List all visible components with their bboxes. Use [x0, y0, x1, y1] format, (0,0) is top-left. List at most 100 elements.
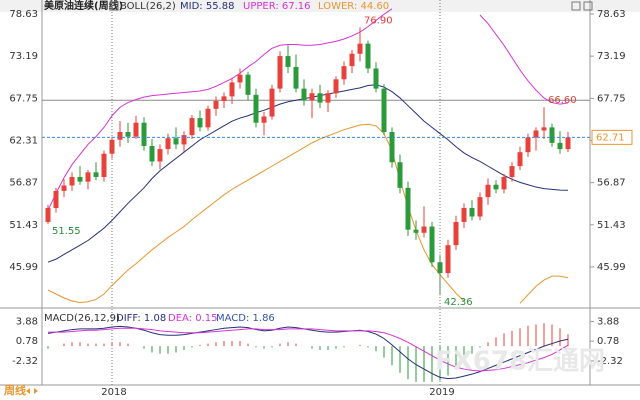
y-tick-label-right: 45.99: [597, 262, 626, 273]
candle-body: [429, 226, 435, 263]
settings-button[interactable]: [571, 1, 581, 11]
candle-body: [53, 190, 59, 208]
extreme-label: 66.60: [548, 95, 577, 106]
candle-body: [61, 185, 67, 191]
y-tick-label: 56.87: [9, 178, 38, 189]
x-tick-label: 2018: [101, 387, 126, 398]
y-tick-label: 3.88: [16, 316, 38, 327]
candle-body: [317, 93, 323, 103]
candle-body: [341, 66, 347, 80]
extreme-label: 42.36: [444, 297, 473, 308]
macd-title: MACD(26,12,9): [44, 313, 120, 324]
candle-body: [221, 96, 227, 102]
watermark: FX678汇通网: [435, 347, 605, 377]
candle-body: [269, 88, 275, 117]
candle-body: [261, 116, 267, 123]
candle-body: [493, 184, 499, 190]
candle-body: [541, 127, 547, 131]
candle-body: [381, 88, 387, 133]
y-tick-label: 78.63: [9, 9, 38, 20]
candle-body: [85, 172, 91, 182]
macd-line: [48, 327, 569, 372]
boll-line: [47, 84, 569, 263]
period-arrows[interactable]: [26, 388, 38, 394]
y-tick-label-right: 73.19: [597, 51, 626, 62]
candle-body: [405, 187, 411, 230]
candle-body: [477, 197, 483, 217]
candle-body: [69, 176, 75, 186]
indicator-title: BOLL(26,2): [120, 1, 176, 12]
boll-line: [47, 123, 569, 304]
y-tick-label: 62.31: [9, 135, 38, 146]
candle-body: [253, 94, 259, 123]
candle-body: [181, 135, 187, 145]
candle-body: [365, 43, 371, 69]
candle-body: [301, 88, 307, 101]
icon[interactable]: [109, 1, 119, 11]
candle-body: [501, 176, 507, 190]
boll-line: [47, 8, 569, 211]
candle-body: [149, 145, 155, 162]
candle-body: [325, 93, 331, 103]
candle-body: [93, 172, 99, 177]
candle-body: [293, 66, 299, 89]
macd-plot: [47, 323, 569, 382]
candle-body: [397, 162, 403, 188]
y-tick-label: 51.43: [9, 220, 38, 231]
candle-body: [197, 118, 203, 128]
candle-body: [565, 137, 571, 150]
candle-body: [373, 68, 379, 89]
candle-body: [245, 74, 251, 95]
last-price-box: [591, 129, 633, 145]
candle-body: [205, 108, 211, 128]
y-tick-label: -2.32: [12, 356, 38, 367]
candle-body: [389, 132, 395, 163]
candle-body: [421, 226, 427, 233]
candle-body: [445, 245, 451, 274]
candle-body: [277, 56, 283, 89]
close-button[interactable]: [583, 1, 593, 11]
extreme-label: 76.90: [364, 15, 393, 26]
candle-body: [101, 153, 107, 177]
y-tick-label-right: -2.32: [597, 356, 623, 367]
period-label[interactable]: 周线: [4, 383, 26, 397]
header-bar: [0, 0, 640, 12]
x-tick-label: 2019: [429, 387, 454, 398]
extreme-label: 51.55: [52, 226, 81, 237]
y-tick-label-right: 67.75: [597, 93, 626, 104]
candle-body: [533, 130, 539, 138]
candle-body: [45, 207, 51, 222]
y-tick-label-right: 0.78: [597, 336, 619, 347]
price-plot: [42, 8, 590, 304]
y-tick-label-right: 3.88: [597, 316, 619, 327]
y-tick-label: 73.19: [9, 51, 38, 62]
candle-body: [357, 43, 363, 54]
candle-body: [557, 142, 563, 150]
candle-body: [189, 118, 195, 136]
candle-body: [165, 138, 171, 150]
last-price-label: 62.71: [596, 132, 625, 143]
legend-dea: DEA: 0.15: [168, 313, 218, 324]
candle-body: [125, 132, 131, 137]
legend-lower: LOWER: 44.60: [318, 1, 389, 12]
legend-upper: UPPER: 67.16: [243, 1, 311, 12]
candle-body: [333, 79, 339, 94]
candle-body: [109, 139, 115, 154]
candle-body: [285, 56, 291, 67]
candle-body: [229, 82, 235, 97]
candle-body: [413, 229, 419, 233]
candle-body: [453, 221, 459, 246]
legend-macd: MACD: 1.86: [216, 313, 275, 324]
candle-body: [173, 138, 179, 145]
candle-body: [141, 122, 147, 146]
candle-body: [309, 93, 315, 101]
legend-mid: MID: 55.88: [180, 1, 234, 12]
candle-body: [157, 149, 163, 162]
candle-body: [461, 207, 467, 222]
candle-body: [485, 184, 491, 198]
candle-body: [117, 132, 123, 140]
candle-body: [133, 122, 139, 137]
y-tick-label-right: 51.43: [597, 220, 626, 231]
candle-body: [525, 137, 531, 153]
